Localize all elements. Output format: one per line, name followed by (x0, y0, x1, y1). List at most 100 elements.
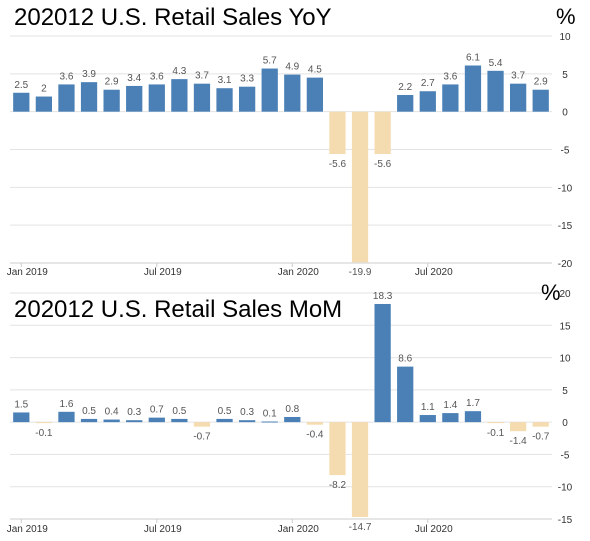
bar (238, 420, 256, 423)
data-label: 18.3 (373, 291, 393, 302)
data-label: -0.4 (306, 430, 324, 441)
data-label: 3.3 (240, 74, 254, 85)
x-tick-label: Jul 2020 (415, 524, 453, 535)
data-label: 0.7 (150, 405, 164, 416)
bar (351, 111, 369, 263)
bar (80, 418, 98, 423)
bar (126, 85, 143, 112)
bar (532, 422, 549, 427)
data-label: 8.6 (398, 354, 412, 365)
bar (306, 422, 324, 425)
y-tick-label: 0 (562, 108, 568, 119)
bar (193, 422, 211, 427)
data-label: 3.7 (195, 71, 209, 82)
bar (58, 84, 75, 112)
bar (284, 74, 301, 112)
x-tick-label: Jan 2019 (7, 267, 49, 278)
bar (171, 79, 188, 112)
data-label: 3.6 (443, 71, 457, 82)
bar (397, 95, 414, 112)
bar (80, 82, 98, 112)
bar (103, 89, 120, 112)
bar (261, 68, 278, 112)
y-tick-label: 10 (559, 32, 571, 43)
yoy-chart-title: 202012 U.S. Retail Sales YoY (14, 4, 332, 31)
data-label: -0.1 (487, 428, 505, 439)
bar (216, 418, 233, 423)
data-label: 3.6 (150, 71, 164, 82)
bar (171, 418, 188, 423)
bar (216, 88, 233, 112)
bar (306, 77, 324, 112)
y-tick-label: 15 (559, 321, 571, 332)
bar (329, 111, 346, 155)
x-tick-label: Jan 2019 (7, 524, 49, 535)
x-tick-label: Jul 2019 (144, 267, 182, 278)
bar (13, 92, 30, 112)
data-label: 0.5 (82, 406, 96, 417)
mom-chart-title: 202012 U.S. Retail Sales MoM (14, 296, 343, 323)
data-label: -0.7 (532, 432, 550, 443)
bar (419, 91, 436, 112)
y-tick-label: -10 (558, 483, 573, 494)
data-label: 2.9 (534, 77, 548, 88)
y-tick-label: -15 (558, 515, 573, 526)
data-label: 1.4 (443, 400, 457, 411)
yoy-unit-label: % (556, 4, 576, 29)
y-tick-label: -10 (558, 183, 573, 194)
bar (464, 65, 482, 112)
x-tick-label: Jul 2019 (144, 524, 182, 535)
data-label: 5.4 (489, 58, 503, 69)
data-label: 4.3 (172, 66, 186, 77)
data-label: 2.2 (398, 82, 412, 93)
data-label: -5.6 (329, 159, 347, 170)
y-tick-label: 5 (562, 70, 568, 81)
bar (509, 422, 527, 432)
data-label: -0.7 (193, 432, 211, 443)
data-label: 0.5 (218, 406, 232, 417)
data-label: 3.9 (82, 69, 96, 80)
data-label: 1.7 (466, 398, 480, 409)
data-label: 2.9 (105, 77, 119, 88)
y-tick-label: -15 (558, 221, 573, 232)
y-tick-label: -20 (558, 259, 573, 270)
bar (261, 421, 278, 423)
bar (374, 111, 391, 155)
data-label: 4.5 (308, 65, 322, 76)
bar (464, 411, 482, 423)
y-tick-label: 20 (559, 289, 571, 300)
y-tick-label: -5 (561, 146, 570, 157)
data-label: -14.7 (349, 522, 372, 533)
bar (532, 89, 549, 112)
data-label: -0.1 (35, 428, 53, 439)
bar (58, 411, 75, 423)
data-label: -8.2 (329, 480, 347, 491)
data-label: 3.1 (218, 75, 232, 86)
data-label: -19.9 (349, 267, 372, 278)
bar (148, 84, 165, 112)
data-label: 3.7 (511, 71, 525, 82)
data-label: -1.4 (510, 436, 528, 447)
bar (103, 419, 120, 423)
bar (351, 422, 369, 518)
data-label: 5.7 (263, 56, 277, 67)
bar (193, 83, 211, 112)
data-label: 0.5 (172, 406, 186, 417)
y-tick-label: 10 (559, 354, 571, 365)
x-tick-label: Jan 2020 (278, 267, 320, 278)
bar (329, 422, 346, 476)
bar (284, 416, 301, 423)
x-tick-label: Jul 2020 (415, 267, 453, 278)
data-label: 1.6 (60, 399, 74, 410)
data-label: 0.3 (127, 407, 141, 418)
bar (442, 413, 459, 423)
data-label: 0.1 (263, 408, 277, 419)
data-label: 2 (41, 84, 47, 95)
bar (374, 303, 391, 423)
data-label: 3.4 (127, 73, 141, 84)
data-label: 2.7 (421, 78, 435, 89)
data-label: 0.4 (105, 407, 119, 418)
bar (487, 422, 504, 424)
y-tick-label: -5 (561, 450, 570, 461)
